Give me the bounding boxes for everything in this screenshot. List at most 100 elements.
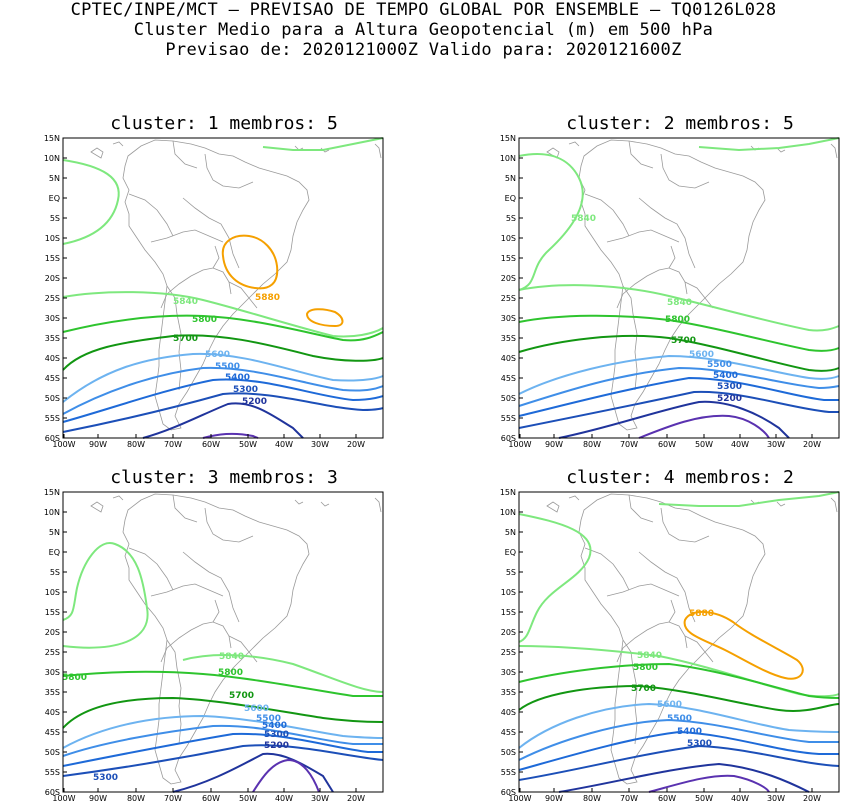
contour-5840-north — [658, 491, 840, 507]
lat-tick-label: 5S — [50, 214, 60, 223]
lat-tick-label: 45S — [45, 374, 60, 383]
lat-tick-label: 60S — [501, 434, 516, 443]
lat-tick-label: EQ — [49, 548, 60, 557]
lon-tick-label: 60W — [202, 794, 220, 803]
lat-tick-label: 45S — [501, 728, 516, 737]
contour-label-5800: 5800 — [633, 663, 658, 673]
contour-label-5400: 5400 — [262, 721, 287, 731]
contour-label-5800-west: 5800 — [62, 673, 87, 683]
contour-5100 — [202, 432, 259, 439]
contour-5880-a — [221, 234, 279, 290]
lat-tick-label: 20S — [45, 274, 60, 283]
contour-label-5300: 5300 — [717, 382, 742, 392]
lat-tick-label: 10S — [501, 588, 516, 597]
contour-5800 — [518, 662, 840, 699]
lon-tick-label: 40W — [275, 440, 293, 449]
lat-tick-label: 60S — [501, 788, 516, 797]
contour-5840-west — [518, 153, 584, 291]
contour-label-5200: 5200 — [242, 397, 267, 407]
lon-tick-label: 90W — [545, 794, 563, 803]
contour-5500 — [518, 366, 840, 407]
lat-tick-label: 55S — [501, 768, 516, 777]
lon-tick-label: 100W — [508, 440, 531, 449]
lon-tick-label: 60W — [202, 440, 220, 449]
lat-tick-label: 40S — [501, 354, 516, 363]
lat-tick-label: 5N — [505, 528, 516, 537]
panel-4-title: cluster: 4 membros: 2 — [566, 467, 794, 488]
contour-5840 — [182, 654, 384, 693]
lat-tick-label: 15S — [45, 254, 60, 263]
contour-label-5500: 5500 — [256, 714, 281, 724]
contour-label-5600: 5600 — [244, 704, 269, 714]
contour-label-5840: 5840 — [637, 651, 662, 661]
header-line-3: Previsao de: 2020121000Z Valido para: 20… — [165, 40, 682, 60]
contour-label-5840-west: 5840 — [571, 214, 596, 224]
lat-tick-label: 10S — [45, 588, 60, 597]
lon-tick-label: 20W — [803, 794, 821, 803]
contour-label-5700: 5700 — [671, 336, 696, 346]
contour-label-5400: 5400 — [677, 727, 702, 737]
lon-tick-label: 50W — [695, 440, 713, 449]
contour-label-5600: 5600 — [689, 350, 714, 360]
lon-tick-label: 70W — [164, 440, 182, 449]
lon-tick-label: 20W — [347, 440, 365, 449]
lat-tick-label: 5N — [49, 528, 60, 537]
lat-tick-label: EQ — [505, 194, 516, 203]
lon-tick-label: 80W — [127, 794, 145, 803]
contour-5200 — [142, 402, 304, 439]
lat-tick-label: 30S — [501, 314, 516, 323]
lat-tick-label: 45S — [45, 728, 60, 737]
lat-tick-label: 5N — [49, 174, 60, 183]
lon-tick-label: 80W — [583, 794, 601, 803]
contour-5700 — [62, 334, 384, 371]
lon-tick-label: 20W — [803, 440, 821, 449]
lat-tick-label: 55S — [45, 768, 60, 777]
contour-label-5840: 5840 — [173, 297, 198, 307]
lon-tick-label: 70W — [164, 794, 182, 803]
lat-tick-label: 60S — [45, 434, 60, 443]
lat-tick-label: 10N — [44, 154, 60, 163]
contour-5840 — [62, 291, 384, 338]
lat-tick-label: 15S — [45, 608, 60, 617]
contour-label-5800: 5800 — [218, 668, 243, 678]
contour-5500 — [62, 366, 384, 415]
lat-tick-label: 15N — [500, 488, 516, 497]
lat-tick-label: 40S — [45, 354, 60, 363]
contour-5800 — [62, 314, 384, 342]
lon-tick-label: 90W — [89, 794, 107, 803]
contour-5300 — [518, 744, 840, 781]
contour-label-5800: 5800 — [192, 315, 217, 325]
panel-3-title: cluster: 3 membros: 3 — [110, 467, 338, 488]
lon-tick-label: 30W — [767, 440, 785, 449]
panel-3: 5840 5800 5800 5700 5600 5500 5400 5300 … — [62, 491, 384, 793]
lon-tick-label: 70W — [620, 440, 638, 449]
lat-tick-label: 10S — [501, 234, 516, 243]
lat-tick-label: 60S — [45, 788, 60, 797]
panel-2-title: cluster: 2 membros: 5 — [566, 113, 794, 134]
contour-5840-west — [62, 542, 149, 649]
lon-tick-label: 100W — [52, 794, 75, 803]
lon-tick-label: 40W — [731, 794, 749, 803]
lon-tick-label: 100W — [508, 794, 531, 803]
lat-tick-label: 5S — [506, 214, 516, 223]
contour-5300 — [62, 744, 384, 777]
lon-tick-label: 50W — [239, 440, 257, 449]
contour-5880-b — [305, 308, 344, 328]
contour-label-5300: 5300 — [233, 385, 258, 395]
contour-5600 — [62, 714, 384, 749]
lat-tick-label: 50S — [45, 748, 60, 757]
lat-tick-label: 5S — [50, 568, 60, 577]
lat-tick-label: 40S — [501, 708, 516, 717]
lon-tick-label: 70W — [620, 794, 638, 803]
contour-label-5600: 5600 — [657, 700, 682, 710]
lat-tick-label: 50S — [45, 394, 60, 403]
lat-tick-label: 5S — [506, 568, 516, 577]
contour-5840-west — [518, 513, 592, 643]
lat-tick-label: 50S — [501, 748, 516, 757]
lat-tick-label: 25S — [45, 648, 60, 657]
lat-tick-label: 35S — [45, 688, 60, 697]
lon-tick-label: 60W — [658, 794, 676, 803]
contour-5100 — [252, 758, 320, 793]
contour-label-5840: 5840 — [667, 298, 692, 308]
lon-tick-label: 100W — [52, 440, 75, 449]
